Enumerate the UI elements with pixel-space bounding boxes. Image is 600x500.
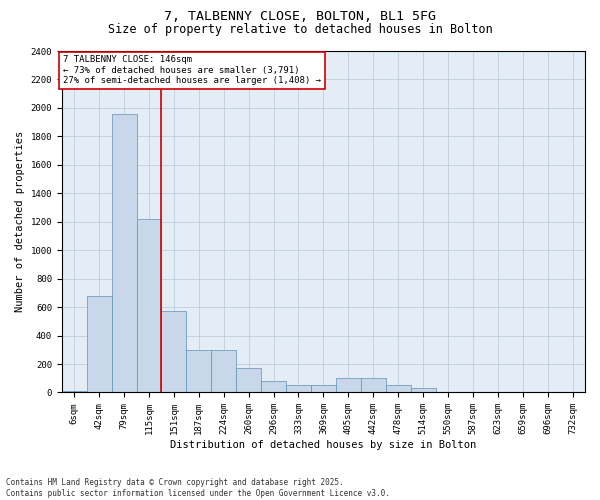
Bar — [361, 378, 386, 392]
Bar — [236, 368, 261, 392]
Text: 7 TALBENNY CLOSE: 146sqm
← 73% of detached houses are smaller (3,791)
27% of sem: 7 TALBENNY CLOSE: 146sqm ← 73% of detach… — [63, 56, 321, 85]
Bar — [386, 384, 410, 392]
Bar — [211, 350, 236, 393]
Text: 7, TALBENNY CLOSE, BOLTON, BL1 5FG: 7, TALBENNY CLOSE, BOLTON, BL1 5FG — [164, 10, 436, 23]
Bar — [286, 384, 311, 392]
Bar — [112, 114, 137, 392]
Bar — [86, 296, 112, 392]
Y-axis label: Number of detached properties: Number of detached properties — [15, 131, 25, 312]
Bar — [261, 381, 286, 392]
Text: Size of property relative to detached houses in Bolton: Size of property relative to detached ho… — [107, 22, 493, 36]
Bar — [62, 391, 86, 392]
Bar — [137, 219, 161, 392]
Text: Contains HM Land Registry data © Crown copyright and database right 2025.
Contai: Contains HM Land Registry data © Crown c… — [6, 478, 390, 498]
Bar — [161, 312, 187, 392]
Bar — [336, 378, 361, 392]
Bar — [410, 388, 436, 392]
Bar — [311, 386, 336, 392]
Bar — [187, 350, 211, 393]
X-axis label: Distribution of detached houses by size in Bolton: Distribution of detached houses by size … — [170, 440, 476, 450]
